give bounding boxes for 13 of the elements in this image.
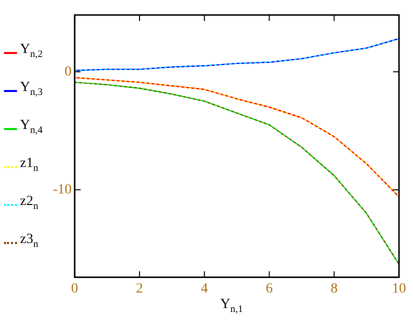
x-tick-label: 4 bbox=[200, 281, 208, 296]
y-tick-label: -10 bbox=[52, 182, 72, 198]
legend-label: z2$_{n}$ bbox=[20, 194, 38, 212]
x-tick-label: 10 bbox=[392, 281, 406, 296]
x-tick-label: 8 bbox=[330, 281, 338, 296]
legend-label: Y$_{n,4}$ bbox=[20, 118, 43, 136]
legend-label: Y$_{n,3}$ bbox=[20, 80, 43, 98]
legend-label: z3$_{n}$ bbox=[20, 232, 38, 250]
x-tick-label: 2 bbox=[136, 281, 144, 296]
x-tick-label: 6 bbox=[266, 281, 273, 296]
x-axis-title: Y$_{n,1}$ bbox=[219, 297, 244, 315]
legend-label: z1$_{n}$ bbox=[20, 156, 38, 174]
legend-label: Y$_{n,2}$ bbox=[20, 42, 43, 60]
